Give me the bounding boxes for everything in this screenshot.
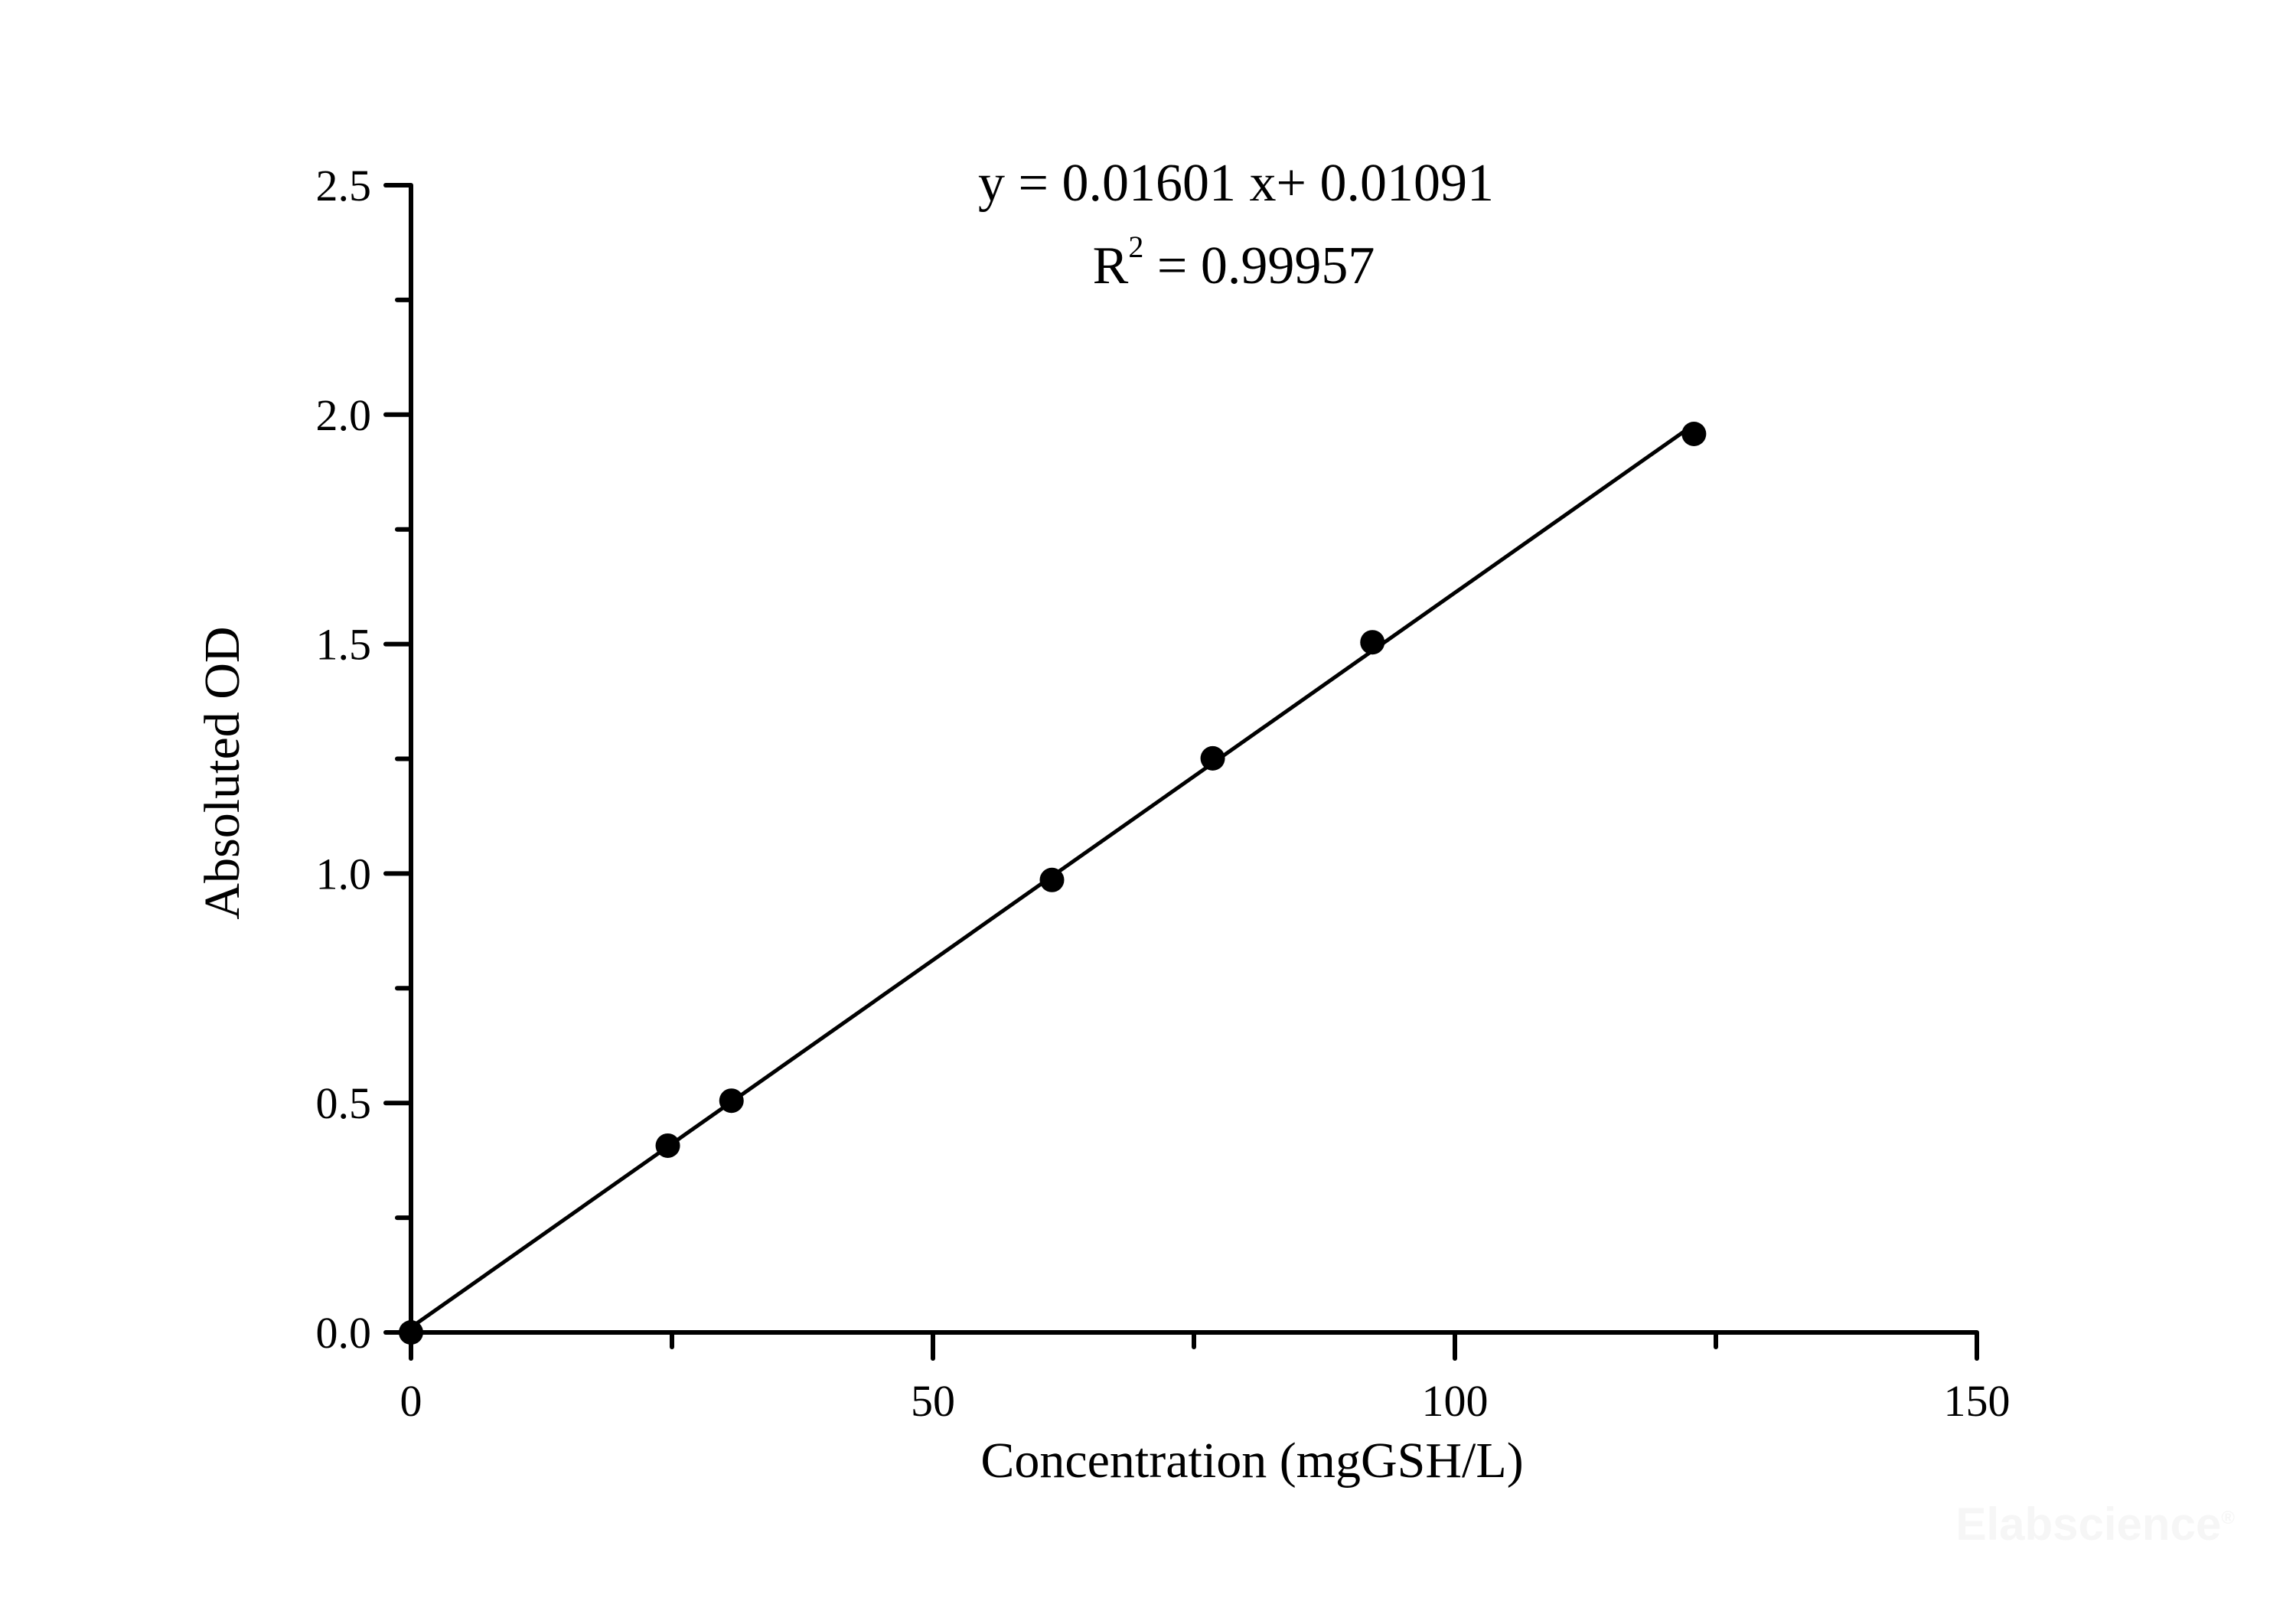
y-tick-label: 2.5 xyxy=(316,161,372,210)
x-tick-label: 100 xyxy=(1422,1376,1489,1426)
data-point xyxy=(1681,421,1707,446)
watermark-text: Elabscience xyxy=(1955,1499,2222,1550)
registered-mark: ® xyxy=(2221,1508,2235,1528)
r-value: = 0.99957 xyxy=(1143,236,1375,295)
y-tick-label: 0.0 xyxy=(316,1308,372,1358)
x-tick-label: 50 xyxy=(911,1376,955,1426)
data-point xyxy=(655,1133,680,1158)
y-tick-label: 2.0 xyxy=(316,390,372,440)
y-tick-label: 0.5 xyxy=(316,1078,372,1128)
data-point xyxy=(1039,867,1065,892)
axis-ticks xyxy=(383,183,1979,1361)
data-point xyxy=(1360,630,1385,655)
axis-tick-labels: 0 50 100 150 0.0 0.5 1.0 1.5 2.0 2.5 xyxy=(316,161,2011,1426)
fit-equation: y = 0.01601 x+ 0.01091 xyxy=(978,154,1494,213)
r-label: R xyxy=(1093,236,1129,295)
data-point xyxy=(399,1320,423,1345)
data-point xyxy=(719,1088,744,1114)
x-tick-label: 0 xyxy=(400,1376,422,1426)
x-tick-label: 150 xyxy=(1944,1376,2011,1426)
r-squared: R2 = 0.99957 xyxy=(1093,230,1375,295)
r-superscript: 2 xyxy=(1128,230,1143,264)
y-tick-label: 1.0 xyxy=(316,849,372,898)
data-points xyxy=(399,421,1707,1345)
y-tick-label: 1.5 xyxy=(316,620,372,670)
data-point xyxy=(1200,745,1225,771)
watermark-logo: Elabscience® xyxy=(1955,1498,2235,1551)
y-axis-title: Absoluted OD xyxy=(194,626,250,919)
x-axis-title: Concentration (mgGSH/L) xyxy=(980,1433,1523,1489)
